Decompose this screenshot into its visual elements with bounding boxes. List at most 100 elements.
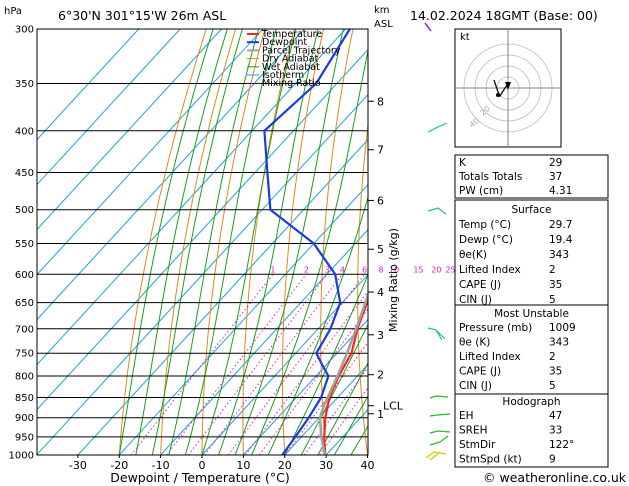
stat-value: 343 xyxy=(549,249,569,261)
km-tick-label: 1 xyxy=(377,408,384,421)
y-tick-label: 900 xyxy=(15,413,34,424)
y-tick-label: 800 xyxy=(15,372,34,383)
wind-barbs xyxy=(424,22,451,461)
x-tick-label: 10 xyxy=(236,459,250,472)
legend-label: Dewpoint xyxy=(262,37,307,48)
mixing-ratio-label: 15 xyxy=(413,265,423,274)
legend-label: Wet Adiabat xyxy=(262,62,320,73)
isotherm-line xyxy=(37,29,264,276)
stat-label: CAPE (J) xyxy=(459,366,501,378)
mixing-ratio-line xyxy=(204,273,343,455)
mixing-ratio-label: 6 xyxy=(362,265,367,274)
stats-box xyxy=(454,304,609,396)
stat-label: Lifted Index xyxy=(459,264,521,276)
y-axis-ticks: 300 350 400 450 500 550 600 650 700 750 800 850 900 9… xyxy=(9,25,34,462)
y-tick-label: 700 xyxy=(15,324,34,335)
mixing-ratio-label: 20 xyxy=(431,265,441,274)
x-axis-ticks: -30 -20 -10 0 10 20 30 40 xyxy=(69,455,375,472)
wet-adiabat xyxy=(118,29,214,455)
isotherm-line xyxy=(284,363,368,455)
x-tick-label: 0 xyxy=(199,459,206,472)
isotherm-line xyxy=(201,273,368,455)
isotherm-line xyxy=(37,93,368,455)
stat-value: 5 xyxy=(549,294,556,306)
plot-frame xyxy=(36,28,369,456)
stat-value: 35 xyxy=(549,279,562,291)
mixing-ratio-axis-label: Mixing Ratio (g/kg) xyxy=(387,228,400,332)
lcl-label: LCL xyxy=(383,400,404,413)
isotherm-line xyxy=(37,29,305,321)
stat-label: SREH xyxy=(459,425,488,437)
y-tick-label: 550 xyxy=(15,239,34,250)
km-tick-label: 3 xyxy=(377,329,384,342)
mixing-ratio-line xyxy=(258,308,368,455)
legend-label: Mixing Ratio xyxy=(262,78,321,89)
y-tick-label: 950 xyxy=(15,432,34,443)
isotherm-line xyxy=(37,29,222,231)
x-axis-label: Dewpoint / Temperature (°C) xyxy=(110,470,289,485)
temperature-line xyxy=(323,296,368,455)
km-tick-label: 5 xyxy=(377,243,384,256)
stat-label: CIN (J) xyxy=(459,294,492,306)
stat-label: PW (cm) xyxy=(459,185,503,197)
dry-adiabat xyxy=(428,29,450,455)
isotherm-line xyxy=(160,228,368,455)
y-tick-label: 350 xyxy=(15,79,34,90)
isotherm-line xyxy=(118,183,368,455)
asl-unit-label: ASL xyxy=(374,19,393,30)
hodograph: kt 20 40 xyxy=(454,28,562,148)
stat-label: Lifted Index xyxy=(459,351,521,363)
km-tick-label: 8 xyxy=(377,95,384,108)
stat-label: K xyxy=(459,157,467,169)
stat-value: 37 xyxy=(549,171,562,183)
isotherm-line xyxy=(37,29,181,186)
mixing-ratio-label: 25 xyxy=(445,265,455,274)
stats-box xyxy=(454,199,609,307)
km-unit-label: km xyxy=(374,5,390,16)
series-layer xyxy=(263,29,368,455)
datetime-title: 14.02.2024 18GMT (Base: 00) xyxy=(410,8,598,23)
mixing-ratio-label: 3 xyxy=(325,265,330,274)
mixing-ratio-labels: 1 2 3 4 6 8 10 15 20 25 xyxy=(270,265,455,274)
hodograph-trace xyxy=(493,79,509,98)
stat-value: 47 xyxy=(549,410,562,422)
stat-value: 19.4 xyxy=(549,234,573,246)
isotherm-line xyxy=(77,138,368,455)
isotherm-line xyxy=(37,29,347,366)
km-tick-label: 4 xyxy=(377,286,384,299)
mixing-ratio-label: 2 xyxy=(304,265,309,274)
x-tick-label: 30 xyxy=(319,459,333,472)
surface-title: Surface xyxy=(511,204,551,216)
stat-value: 4.31 xyxy=(549,185,572,197)
stat-value: 9 xyxy=(549,454,556,466)
hodograph-title: Hodograph xyxy=(502,396,560,408)
stats-box xyxy=(454,393,609,468)
y-tick-label: 1000 xyxy=(9,451,34,462)
stat-label: Totals Totals xyxy=(458,171,522,183)
stat-value: 343 xyxy=(549,337,569,349)
dewpoint-line xyxy=(263,29,351,455)
x-tick-label: 40 xyxy=(361,459,375,472)
most-unstable-title: Most Unstable xyxy=(494,308,569,320)
stat-label: StmDir xyxy=(459,439,496,451)
y-tick-label: 450 xyxy=(15,168,34,179)
mixing-ratio-line xyxy=(166,273,307,455)
stat-value: 2 xyxy=(549,264,556,276)
location-title: 6°30'N 301°15'W 26m ASL xyxy=(58,8,226,23)
legend-label: Isotherm xyxy=(262,70,304,81)
y-tick-label: 500 xyxy=(15,205,34,216)
stat-label: Temp (°C) xyxy=(458,219,511,231)
stat-value: 35 xyxy=(549,366,562,378)
stat-label: θe(K) xyxy=(459,249,487,261)
mixing-ratio-label: 1 xyxy=(270,265,275,274)
isotherm-line xyxy=(37,29,140,141)
stat-label: θe (K) xyxy=(459,337,490,349)
x-tick-label: -20 xyxy=(110,459,128,472)
dry-adiabat xyxy=(357,120,368,455)
legend-label: Dry Adiabat xyxy=(262,54,319,65)
y-tick-label: 650 xyxy=(15,298,34,309)
legend-label: Temperature xyxy=(261,29,322,40)
